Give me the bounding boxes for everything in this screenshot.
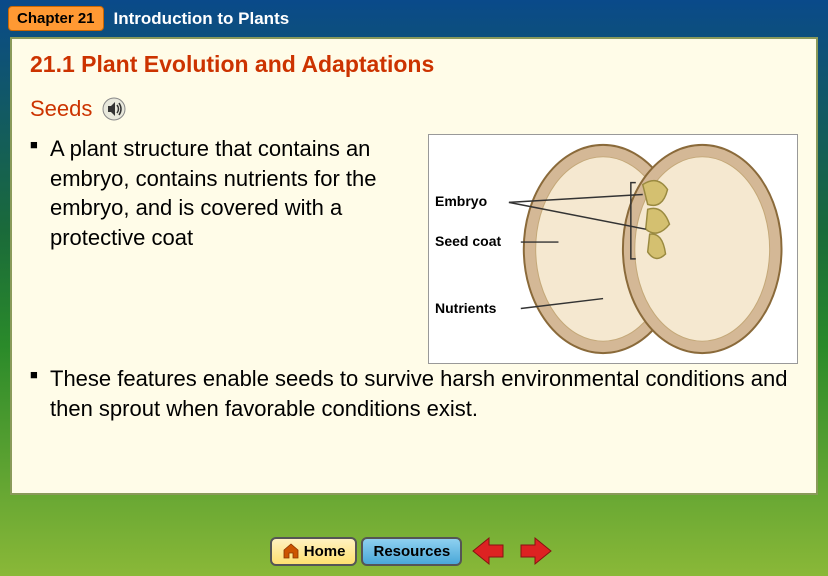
resources-button[interactable]: Resources	[361, 537, 462, 566]
seed-diagram: Embryo Seed coat Nutrients	[428, 134, 798, 364]
content-panel: 21.1 Plant Evolution and Adaptations See…	[10, 37, 818, 495]
resources-label: Resources	[373, 543, 450, 560]
content-row: A plant structure that contains an embry…	[30, 134, 798, 364]
audio-icon[interactable]	[102, 97, 126, 121]
diagram-label-nutrients: Nutrients	[435, 300, 496, 316]
bullet-item: A plant structure that contains an embry…	[30, 134, 416, 253]
diagram-label-embryo: Embryo	[435, 193, 487, 209]
section-title: 21.1 Plant Evolution and Adaptations	[30, 51, 798, 78]
bullet-item: These features enable seeds to survive h…	[30, 364, 798, 423]
diagram-column: Embryo Seed coat Nutrients	[428, 134, 798, 364]
text-column: A plant structure that contains an embry…	[30, 134, 416, 364]
subtitle-row: Seeds	[30, 96, 798, 122]
chapter-title: Introduction to Plants	[114, 9, 290, 29]
footer-nav: Home Resources	[0, 534, 828, 568]
slide-header: Chapter 21 Introduction to Plants	[4, 4, 824, 37]
diagram-label-seed-coat: Seed coat	[435, 233, 501, 249]
home-icon	[282, 543, 300, 559]
chapter-badge: Chapter 21	[8, 6, 104, 31]
subtitle: Seeds	[30, 96, 92, 122]
home-label: Home	[304, 543, 346, 560]
prev-button[interactable]	[466, 534, 510, 568]
next-button[interactable]	[514, 534, 558, 568]
home-button[interactable]: Home	[270, 537, 358, 566]
